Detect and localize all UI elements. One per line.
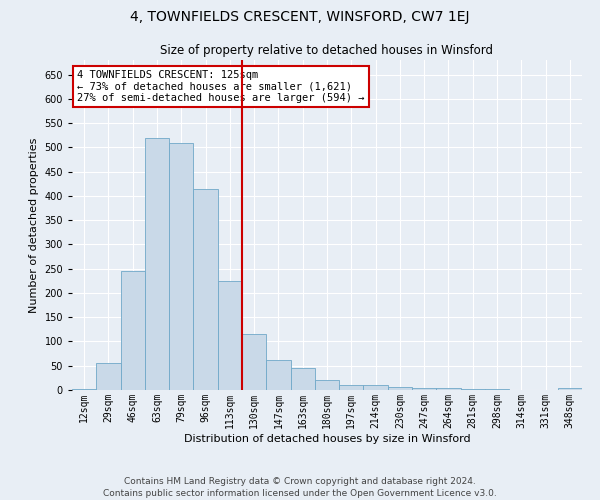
Bar [72,388,96,390]
Bar [218,281,242,390]
Text: Contains HM Land Registry data © Crown copyright and database right 2024.
Contai: Contains HM Land Registry data © Crown c… [103,476,497,498]
Bar [339,384,364,390]
Text: 4 TOWNFIELDS CRESCENT: 125sqm
← 73% of detached houses are smaller (1,621)
27% o: 4 TOWNFIELDS CRESCENT: 125sqm ← 73% of d… [77,70,365,103]
X-axis label: Distribution of detached houses by size in Winsford: Distribution of detached houses by size … [184,434,470,444]
Bar [364,385,388,390]
Bar [266,360,290,390]
Y-axis label: Number of detached properties: Number of detached properties [29,138,39,312]
Bar [485,389,509,390]
Bar [436,388,461,390]
Bar [193,188,218,390]
Bar [315,380,339,390]
Title: Size of property relative to detached houses in Winsford: Size of property relative to detached ho… [161,44,493,58]
Bar [96,363,121,390]
Bar [388,387,412,390]
Bar [145,138,169,390]
Bar [461,389,485,390]
Bar [290,368,315,390]
Bar [558,388,582,390]
Bar [242,334,266,390]
Bar [412,388,436,390]
Bar [169,142,193,390]
Text: 4, TOWNFIELDS CRESCENT, WINSFORD, CW7 1EJ: 4, TOWNFIELDS CRESCENT, WINSFORD, CW7 1E… [130,10,470,24]
Bar [121,271,145,390]
